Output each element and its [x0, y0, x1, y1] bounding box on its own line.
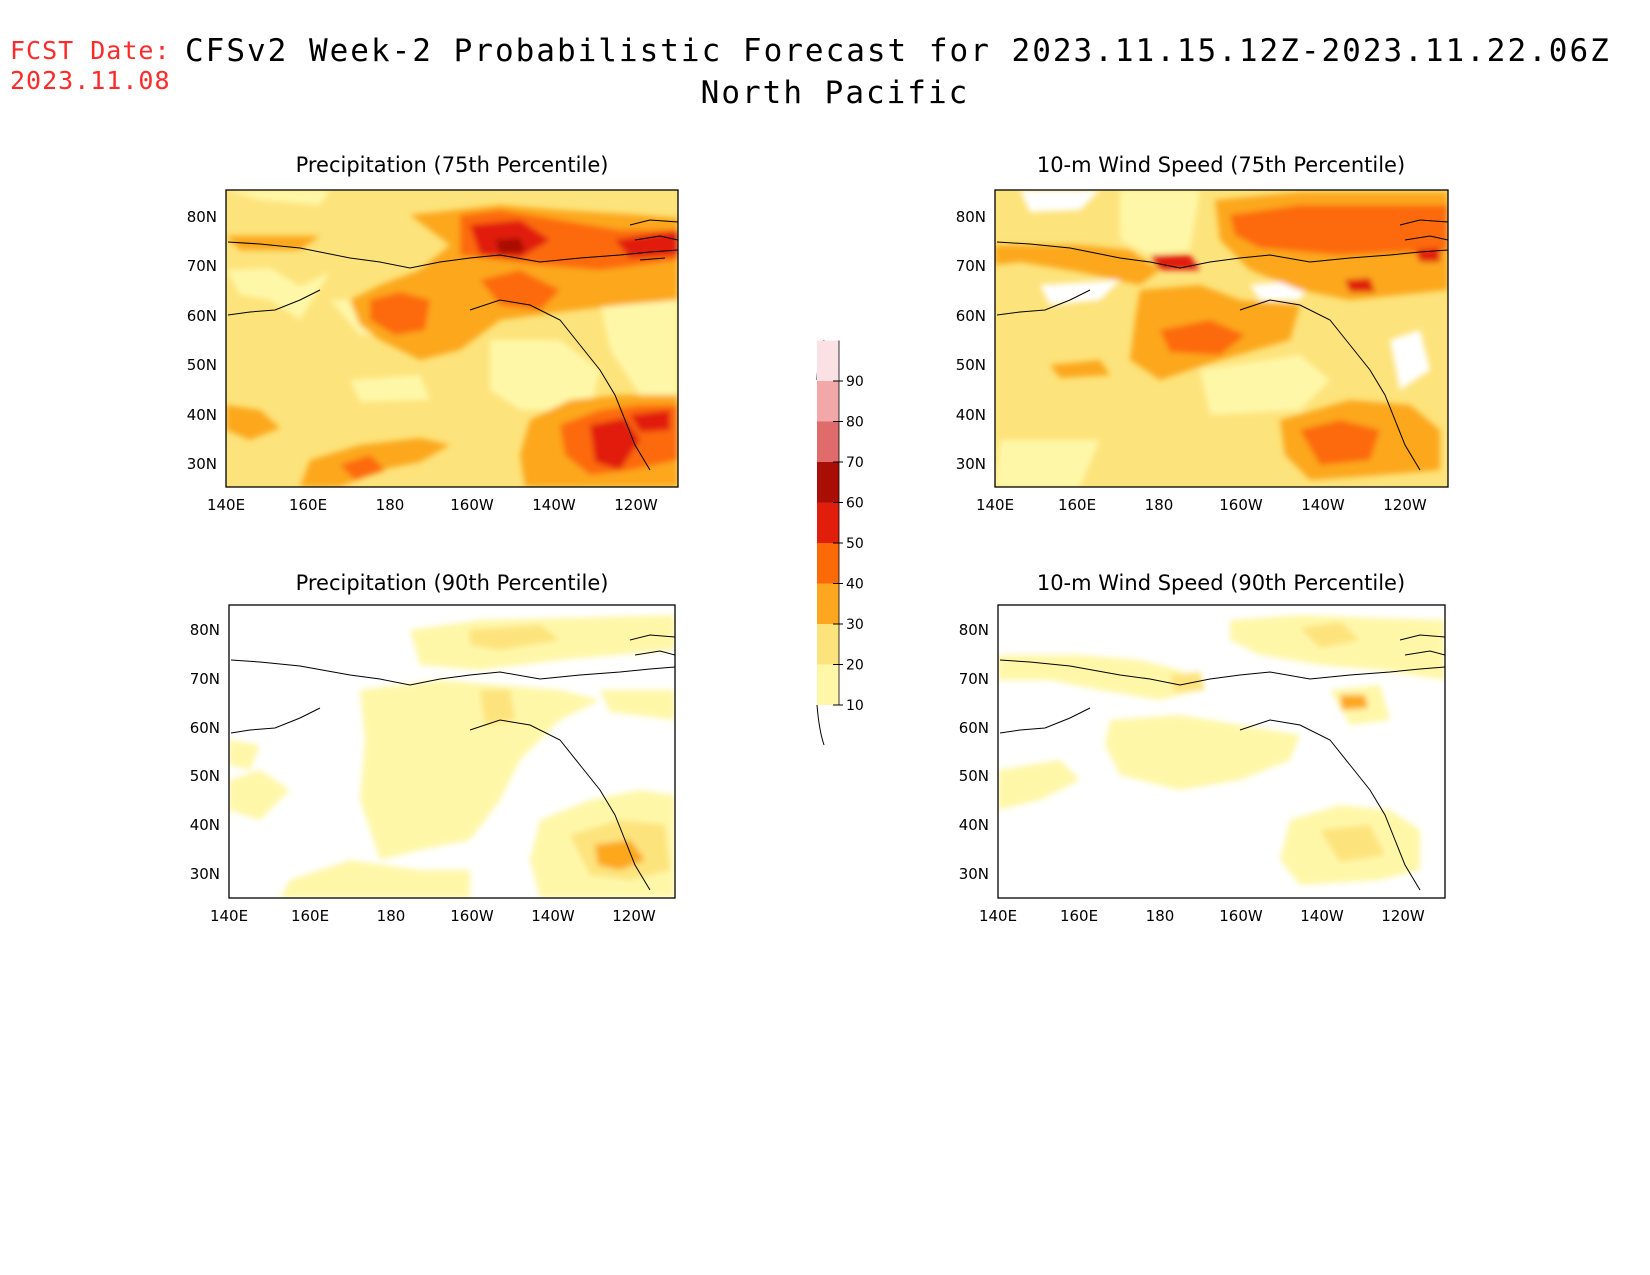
lon-tick-label: 180 — [1145, 496, 1174, 514]
lon-axis: 140E 160E 180 160W 140W 120W — [210, 907, 656, 925]
colorbar-swatch — [817, 381, 839, 422]
precip-75-field — [226, 190, 678, 487]
lat-axis: 80N 70N 60N 50N 40N 30N — [190, 621, 220, 883]
lat-tick-label: 80N — [187, 208, 217, 226]
lat-tick-label: 50N — [959, 767, 989, 785]
lat-tick-label: 40N — [956, 406, 986, 424]
panel-precip-90: Precipitation (90th Percentile) 80 — [190, 571, 676, 925]
colorbar-level-label: 10 — [846, 698, 864, 714]
colorbar-swatch — [817, 340, 839, 381]
lon-axis: 140E 160E 180 160W 140W 120W — [976, 496, 1427, 514]
lon-tick-label: 140W — [1300, 907, 1344, 925]
lon-tick-label: 140E — [210, 907, 248, 925]
wind-75-field — [995, 190, 1448, 487]
panel-wind-90: 10-m Wind Speed (90th Percentile) 80N — [959, 571, 1446, 925]
lat-tick-label: 70N — [959, 670, 989, 688]
lat-tick-label: 30N — [187, 455, 217, 473]
lon-axis: 140E 160E 180 160W 140W 120W — [979, 907, 1425, 925]
colorbar-legend: 10 20 30 40 50 60 70 80 90 — [816, 339, 864, 746]
panel-title: Precipitation (75th Percentile) — [296, 153, 609, 177]
lon-tick-label: 140W — [531, 907, 575, 925]
main-title: CFSv2 Week-2 Probabilistic Forecast for … — [185, 33, 1611, 69]
forecast-date-label: FCST Date: 2023.11.08 — [10, 36, 171, 96]
lon-tick-label: 120W — [614, 496, 658, 514]
lon-tick-label: 140W — [1301, 496, 1345, 514]
lat-tick-label: 50N — [190, 767, 220, 785]
lat-tick-label: 50N — [187, 356, 217, 374]
lat-tick-label: 40N — [190, 816, 220, 834]
colorbar-swatch — [817, 624, 839, 665]
lat-tick-label: 60N — [956, 307, 986, 325]
colorbar-level-label: 30 — [846, 617, 864, 633]
panel-wind-75: 10-m Wind Speed (75th Percentile) — [956, 153, 1449, 514]
lat-tick-label: 40N — [959, 816, 989, 834]
lat-tick-label: 50N — [956, 356, 986, 374]
colorbar-swatch — [817, 543, 839, 584]
lat-tick-label: 80N — [956, 208, 986, 226]
colorbar-level-label: 20 — [846, 658, 864, 674]
lon-tick-label: 180 — [377, 907, 406, 925]
lat-tick-label: 40N — [187, 406, 217, 424]
lon-tick-label: 120W — [1383, 496, 1427, 514]
lon-tick-label: 120W — [612, 907, 656, 925]
lon-tick-label: 140E — [979, 907, 1017, 925]
lon-tick-label: 140E — [976, 496, 1014, 514]
precip-90-field — [229, 605, 675, 898]
colorbar-level-label: 80 — [846, 415, 864, 431]
lat-tick-label: 30N — [190, 865, 220, 883]
panel-title: Precipitation (90th Percentile) — [296, 571, 609, 595]
lon-tick-label: 160W — [1219, 496, 1263, 514]
colorbar-swatch — [817, 462, 839, 503]
lon-tick-label: 180 — [376, 496, 405, 514]
lat-axis: 80N 70N 60N 50N 40N 30N — [956, 208, 986, 473]
colorbar-swatch — [817, 664, 839, 705]
lon-tick-label: 160E — [1058, 496, 1096, 514]
lon-tick-label: 160W — [450, 496, 494, 514]
lat-tick-label: 60N — [190, 719, 220, 737]
lon-tick-label: 140E — [207, 496, 245, 514]
lat-tick-label: 30N — [959, 865, 989, 883]
lat-tick-label: 70N — [187, 257, 217, 275]
lat-tick-label: 60N — [187, 307, 217, 325]
region-subtitle: North Pacific — [700, 75, 970, 111]
lon-tick-label: 160E — [289, 496, 327, 514]
wind-90-field — [998, 605, 1445, 898]
colorbar-level-label: 70 — [846, 455, 864, 471]
colorbar-level-label: 90 — [846, 374, 864, 390]
panel-precip-75: Precipitation (75th Percentile) — [187, 153, 679, 514]
lon-tick-label: 160E — [1060, 907, 1098, 925]
panel-title: 10-m Wind Speed (75th Percentile) — [1037, 153, 1405, 177]
colorbar-level-label: 60 — [846, 496, 864, 512]
colorbar-swatch — [817, 583, 839, 624]
lat-tick-label: 30N — [956, 455, 986, 473]
lat-axis: 80N 70N 60N 50N 40N 30N — [959, 621, 989, 883]
lat-tick-label: 70N — [190, 670, 220, 688]
lat-tick-label: 60N — [959, 719, 989, 737]
colorbar-swatch — [817, 502, 839, 543]
colorbar-bottom-cap — [816, 704, 825, 746]
lat-axis: 80N 70N 60N 50N 40N 30N — [187, 208, 217, 473]
lat-tick-label: 80N — [959, 621, 989, 639]
lon-tick-label: 160W — [1219, 907, 1263, 925]
lon-tick-label: 180 — [1146, 907, 1175, 925]
lat-tick-label: 80N — [190, 621, 220, 639]
panel-title: 10-m Wind Speed (90th Percentile) — [1037, 571, 1405, 595]
colorbar-level-label: 40 — [846, 577, 864, 593]
lat-tick-label: 70N — [956, 257, 986, 275]
lon-tick-label: 160W — [450, 907, 494, 925]
lon-tick-label: 160E — [291, 907, 329, 925]
fcst-date-value: 2023.11.08 — [10, 66, 171, 95]
lon-tick-label: 140W — [532, 496, 576, 514]
fcst-date-caption: FCST Date: — [10, 36, 171, 65]
page-title: CFSv2 Week-2 Probabilistic Forecast for … — [185, 30, 1611, 114]
lon-tick-label: 120W — [1381, 907, 1425, 925]
lon-axis: 140E 160E 180 160W 140W 120W — [207, 496, 658, 514]
colorbar-swatch — [817, 421, 839, 462]
colorbar-level-label: 50 — [846, 536, 864, 552]
